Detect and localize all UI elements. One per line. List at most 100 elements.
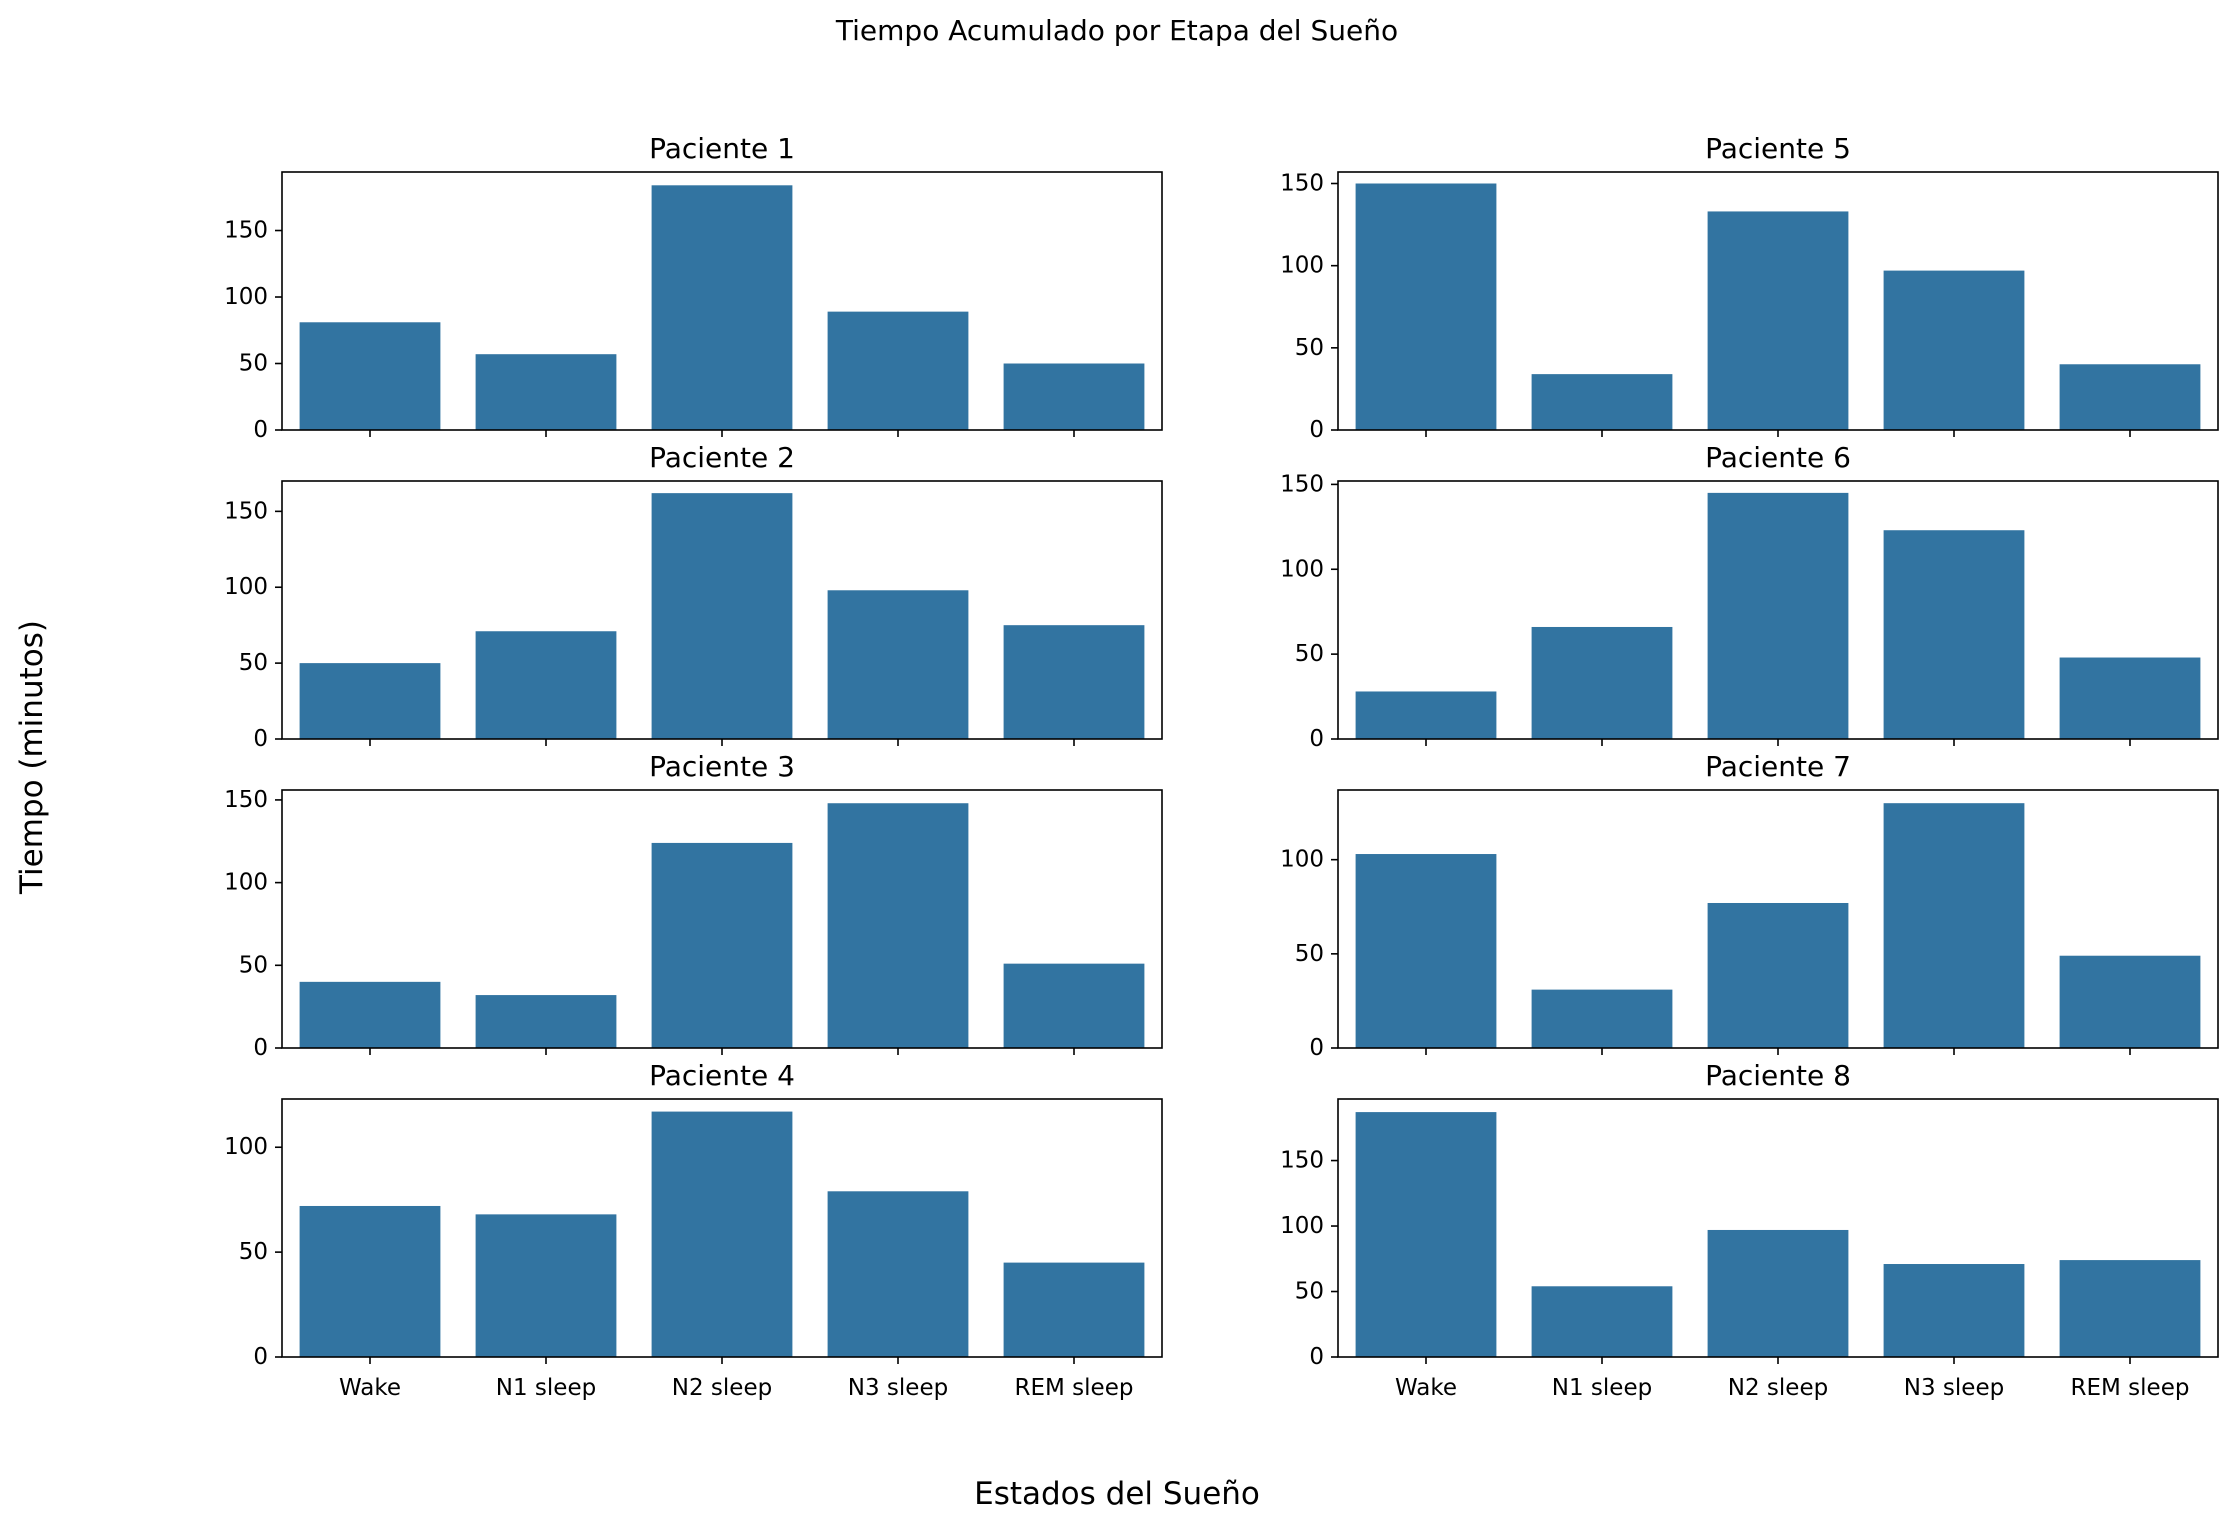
bar-n2-sleep (1707, 902, 1849, 1048)
y-tick-label: 150 (1280, 171, 1324, 197)
bar-wake (1355, 183, 1497, 430)
bar-n3-sleep (1883, 270, 2025, 430)
bar-rem-sleep (2059, 955, 2201, 1048)
bar-n1-sleep (475, 631, 617, 739)
bar-n1-sleep (475, 1214, 617, 1357)
x-tick-label: Wake (1395, 1375, 1457, 1401)
bar-rem-sleep (2059, 657, 2201, 739)
y-tick-label: 100 (224, 284, 268, 310)
bar-rem-sleep (1003, 963, 1145, 1048)
bar-wake (299, 981, 441, 1048)
bar-n2-sleep (651, 493, 793, 739)
subplot-title: Paciente 8 (1705, 1059, 1851, 1092)
x-tick-label: N3 sleep (848, 1375, 948, 1401)
y-tick-label: 50 (1295, 641, 1324, 667)
bar-n1-sleep (1531, 989, 1673, 1048)
y-tick-label: 100 (224, 870, 268, 896)
subplot-title: Paciente 4 (649, 1059, 795, 1092)
bar-rem-sleep (1003, 625, 1145, 739)
bar-n2-sleep (651, 185, 793, 430)
subplot-title: Paciente 5 (1705, 132, 1851, 165)
y-tick-label: 50 (239, 952, 268, 978)
x-tick-label: N1 sleep (496, 1375, 596, 1401)
subplot-8: 0 50 100 150 Wake N1 sleep N2 sleep N3 sleep REM… (1280, 1059, 2219, 1401)
y-tick-label: 0 (253, 726, 268, 752)
y-tick-label: 100 (1280, 556, 1324, 582)
subplot-1: 0 50 100 150 Paciente 1 (224, 132, 1163, 443)
subplot-title: Paciente 7 (1705, 750, 1851, 783)
bar-n2-sleep (651, 1111, 793, 1357)
y-tick-label: 0 (1309, 726, 1324, 752)
bar-wake (1355, 1112, 1497, 1357)
x-tick-label: Wake (339, 1375, 401, 1401)
x-tick-label: REM sleep (1015, 1375, 1134, 1401)
bar-n1-sleep (475, 995, 617, 1048)
bar-wake (1355, 691, 1497, 739)
bar-n2-sleep (1707, 211, 1849, 430)
bar-n2-sleep (651, 842, 793, 1048)
y-tick-label: 100 (1280, 253, 1324, 279)
bar-wake (299, 322, 441, 430)
bar-n3-sleep (827, 803, 969, 1048)
y-tick-label: 100 (224, 574, 268, 600)
subplot-4: 0 50 100 Wake N1 sleep N2 sleep N3 sleep REM sl… (224, 1059, 1163, 1401)
y-tick-label: 0 (1309, 1035, 1324, 1061)
subplot-2: 0 50 100 150 Paciente 2 (224, 441, 1163, 752)
y-tick-label: 100 (1280, 1213, 1324, 1239)
y-tick-label: 0 (253, 417, 268, 443)
bar-n2-sleep (1707, 492, 1849, 739)
x-tick-label: N3 sleep (1904, 1375, 2004, 1401)
y-tick-label: 0 (253, 1344, 268, 1370)
x-tick-label: N1 sleep (1552, 1375, 1652, 1401)
x-tick-label: REM sleep (2071, 1375, 2190, 1401)
bar-n1-sleep (475, 354, 617, 430)
y-tick-label: 0 (1309, 1344, 1324, 1370)
bar-n2-sleep (1707, 1229, 1849, 1357)
bar-wake (299, 1205, 441, 1357)
subplot-7: 0 50 100 Paciente 7 (1280, 750, 2219, 1061)
y-tick-label: 0 (1309, 417, 1324, 443)
bar-n3-sleep (827, 311, 969, 430)
y-tick-label: 50 (1295, 335, 1324, 361)
figure-title: Tiempo Acumulado por Etapa del Sueño (835, 14, 1399, 47)
x-axis-label: Estados del Sueño (974, 1476, 1260, 1512)
y-tick-label: 50 (239, 351, 268, 377)
subplot-6: 0 50 100 150 Paciente 6 (1280, 441, 2219, 752)
y-tick-label: 50 (1295, 1279, 1324, 1305)
bar-n3-sleep (827, 1191, 969, 1357)
y-tick-label: 150 (224, 498, 268, 524)
x-tick-label: N2 sleep (1728, 1375, 1828, 1401)
subplot-3: 0 50 100 150 Paciente 3 (224, 750, 1163, 1061)
bar-rem-sleep (2059, 364, 2201, 430)
y-tick-label: 150 (1280, 471, 1324, 497)
bar-n3-sleep (827, 590, 969, 739)
y-tick-label: 50 (1295, 941, 1324, 967)
bar-n3-sleep (1883, 1264, 2025, 1357)
subplot-title: Paciente 3 (649, 750, 795, 783)
subplot-title: Paciente 1 (649, 132, 795, 165)
y-tick-label: 100 (1280, 847, 1324, 873)
x-tick-label: N2 sleep (672, 1375, 772, 1401)
subplot-title: Paciente 6 (1705, 441, 1851, 474)
bar-wake (299, 663, 441, 739)
bar-n1-sleep (1531, 374, 1673, 430)
y-tick-label: 150 (224, 787, 268, 813)
bar-n3-sleep (1883, 530, 2025, 739)
bar-n1-sleep (1531, 1286, 1673, 1357)
bar-n3-sleep (1883, 803, 2025, 1048)
bar-n1-sleep (1531, 626, 1673, 739)
bar-rem-sleep (2059, 1260, 2201, 1357)
y-tick-label: 50 (239, 650, 268, 676)
y-tick-label: 150 (224, 218, 268, 244)
bar-rem-sleep (1003, 1262, 1145, 1357)
y-tick-label: 50 (239, 1239, 268, 1265)
subplot-title: Paciente 2 (649, 441, 795, 474)
bar-wake (1355, 854, 1497, 1048)
y-tick-label: 150 (1280, 1148, 1324, 1174)
bar-rem-sleep (1003, 363, 1145, 430)
y-tick-label: 100 (224, 1134, 268, 1160)
subplot-5: 0 50 100 150 Paciente 5 (1280, 132, 2219, 443)
y-tick-label: 0 (253, 1035, 268, 1061)
